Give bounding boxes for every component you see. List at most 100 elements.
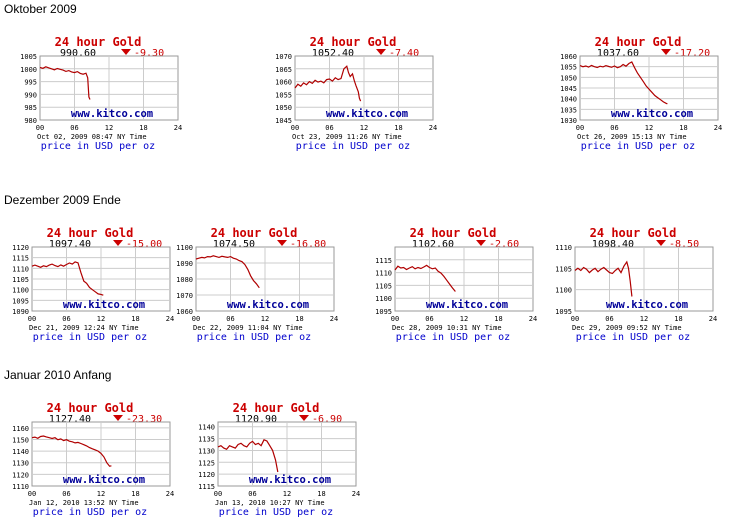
watermark-text: www.kitco.com (606, 299, 688, 311)
unit-footer: price in USD per oz (33, 332, 147, 343)
y-tick-label: 1100 (375, 295, 392, 303)
y-tick-label: 1035 (560, 106, 577, 114)
gold-chart-1: 24 hour Gold 990.60 -9.30 00 06 12 18 24 1005 100… (18, 35, 182, 152)
x-tick-label: 24 (166, 490, 174, 498)
gold-chart-7: 24 hour Gold 1098.40 -8.50 00 06 12 18 24 1110 11… (553, 226, 717, 343)
x-tick-label: 12 (105, 124, 113, 132)
unit-footer: price in USD per oz (197, 332, 311, 343)
price-value: 1052.40 (312, 48, 354, 59)
y-tick-label: 1080 (176, 276, 193, 284)
down-arrow-icon (476, 240, 486, 246)
watermark-text: www.kitco.com (63, 299, 145, 311)
x-tick-label: 18 (131, 490, 139, 498)
y-tick-label: 1105 (375, 282, 392, 290)
x-tick-label: 00 (28, 490, 36, 498)
y-tick-label: 1105 (555, 265, 572, 273)
chart-title: 24 hour Gold (211, 226, 298, 240)
x-tick-label: 12 (645, 124, 653, 132)
y-tick-label: 1070 (176, 292, 193, 300)
watermark-text: www.kitco.com (249, 474, 331, 486)
y-tick-label: 1100 (555, 287, 572, 295)
y-tick-label: 1150 (12, 436, 29, 444)
price-value: 1120.90 (235, 414, 277, 425)
x-tick-label: 06 (425, 315, 433, 323)
timestamp-text: Dec 29, 2009 09:52 NY Time (572, 324, 682, 332)
down-arrow-icon (277, 240, 287, 246)
watermark-text: www.kitco.com (326, 108, 408, 120)
y-tick-label: 980 (24, 117, 37, 125)
price-series-line (294, 65, 362, 102)
down-arrow-icon (113, 240, 123, 246)
y-tick-label: 1125 (198, 459, 215, 467)
price-value: 1074.50 (213, 239, 255, 250)
x-tick-label: 24 (714, 124, 722, 132)
x-tick-label: 06 (70, 124, 78, 132)
unit-footer: price in USD per oz (396, 332, 510, 343)
price-series-line (394, 264, 456, 292)
y-tick-label: 1110 (12, 265, 29, 273)
y-tick-label: 985 (24, 104, 37, 112)
y-tick-label: 1110 (555, 244, 572, 252)
chart-title: 24 hour Gold (47, 226, 134, 240)
x-tick-label: 24 (352, 490, 360, 498)
price-series-line (31, 261, 104, 296)
y-tick-label: 1115 (198, 483, 215, 491)
timestamp-text: Dec 21, 2009 12:24 NY Time (29, 324, 139, 332)
watermark-text: www.kitco.com (611, 108, 693, 120)
price-series-line (217, 439, 279, 473)
x-tick-label: 12 (97, 490, 105, 498)
y-tick-label: 1115 (375, 257, 392, 265)
gold-chart-3: 24 hour Gold 1037.60 -17.20 00 06 12 18 24 1060 1… (558, 35, 722, 152)
y-tick-label: 1095 (555, 308, 572, 316)
x-tick-label: 18 (317, 490, 325, 498)
x-tick-label: 12 (360, 124, 368, 132)
y-tick-label: 1110 (375, 270, 392, 278)
y-tick-label: 1040 (560, 96, 577, 104)
x-tick-label: 12 (460, 315, 468, 323)
price-value: 990.60 (60, 48, 96, 59)
timestamp-text: Oct 02, 2009 08:47 NY Time (37, 133, 147, 141)
y-tick-label: 1160 (12, 425, 29, 433)
x-tick-label: 00 (214, 490, 222, 498)
x-tick-label: 06 (325, 124, 333, 132)
x-tick-label: 06 (226, 315, 234, 323)
x-tick-label: 18 (131, 315, 139, 323)
watermark-text: www.kitco.com (227, 299, 309, 311)
x-tick-label: 18 (674, 315, 682, 323)
change-value: -8.50 (669, 239, 699, 250)
y-tick-label: 1115 (12, 255, 29, 263)
down-arrow-icon (661, 49, 671, 55)
section-title-januar: Januar 2010 Anfang (4, 368, 112, 382)
price-value: 1102.60 (412, 239, 454, 250)
y-tick-label: 1100 (176, 244, 193, 252)
price-series-line (195, 255, 260, 289)
chart-title: 24 hour Gold (47, 401, 134, 415)
y-tick-label: 1005 (20, 53, 37, 61)
gold-chart-9: 24 hour Gold 1120.90 -6.90 00 06 12 18 24 1140 11… (196, 401, 360, 518)
x-tick-label: 12 (283, 490, 291, 498)
x-tick-label: 00 (28, 315, 36, 323)
y-tick-label: 1120 (198, 471, 215, 479)
x-tick-label: 00 (576, 124, 584, 132)
y-tick-label: 1065 (275, 66, 292, 74)
y-tick-label: 1105 (12, 276, 29, 284)
unit-footer: price in USD per oz (296, 141, 410, 152)
y-tick-label: 1135 (198, 436, 215, 444)
y-tick-label: 1060 (275, 79, 292, 87)
y-tick-label: 1130 (198, 447, 215, 455)
y-tick-label: 990 (24, 91, 37, 99)
gold-chart-8: 24 hour Gold 1127.40 -23.30 00 06 12 18 24 1160 1… (10, 401, 174, 518)
x-tick-label: 06 (605, 315, 613, 323)
price-series-line (574, 260, 633, 297)
x-tick-label: 18 (494, 315, 502, 323)
down-arrow-icon (656, 240, 666, 246)
section-title-dezember: Dezember 2009 Ende (4, 193, 121, 207)
x-tick-label: 00 (36, 124, 44, 132)
chart-title: 24 hour Gold (410, 226, 497, 240)
